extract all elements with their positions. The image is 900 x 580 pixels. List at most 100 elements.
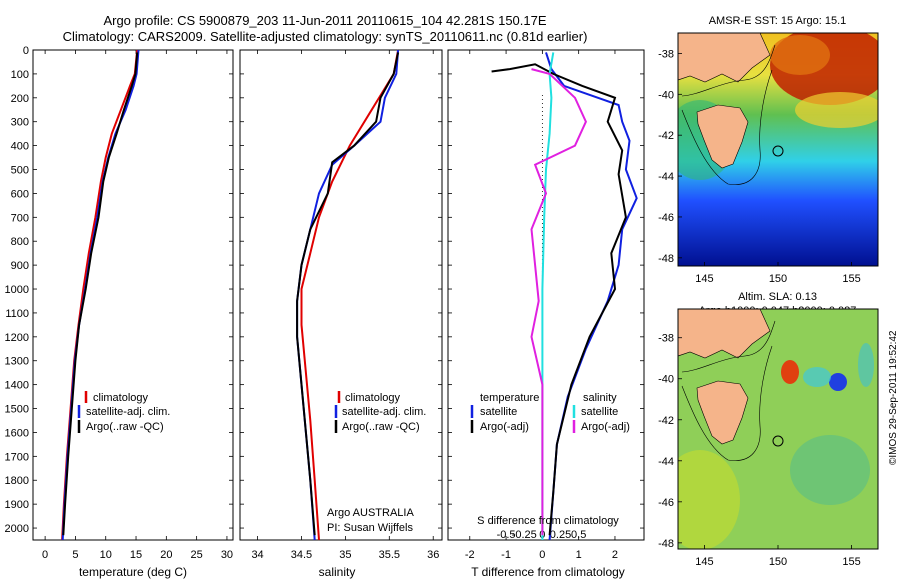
map-lat-tick-label: -48 [658, 538, 674, 550]
tasmania-land [696, 104, 749, 169]
depth-tick-label: 100 [11, 69, 29, 81]
map-lon-tick-label: 150 [769, 556, 787, 568]
float-location-marker [772, 435, 784, 447]
credit-line-2: PI: Susan Wijffels [327, 522, 413, 534]
depth-tick-label: 1000 [5, 284, 29, 296]
depth-tick-label: 1200 [5, 332, 29, 344]
map-lat-tick-label: -46 [658, 497, 674, 509]
map-lon-tick-label: 145 [695, 556, 713, 568]
x-tick-label: 25 [191, 549, 203, 561]
depth-contour [681, 44, 776, 185]
legend-label-climatology: climatology [345, 392, 401, 404]
map-lat-tick-label: -48 [658, 253, 674, 265]
legend-label-t-satellite: satellite [480, 406, 517, 418]
legend-label-argo: Argo(..raw -QC) [86, 421, 164, 433]
s-difference-tick-label: 0.5 [571, 529, 586, 541]
series-line-argo-raw-qc- [62, 52, 139, 536]
temperature-panel-frame [32, 49, 234, 541]
difference-panel-frame [447, 49, 645, 541]
sla-cyan-edge [858, 343, 874, 387]
s-difference-tick-label: -0.25 [512, 529, 537, 541]
map-lat-tick-label: -44 [658, 456, 674, 468]
depth-tick-label: 0 [23, 45, 29, 57]
sla-high-anomaly [781, 360, 799, 384]
series-line-satellite-adj-clim- [296, 49, 400, 541]
depth-tick-label: 800 [11, 236, 29, 248]
x-tick-label: 0 [42, 549, 48, 561]
depth-tick-label: 1700 [5, 451, 29, 463]
depth-axis: 0 100 200 300 400 500 600 700 800 900 1000 1100 1200… [5, 45, 644, 535]
x-tick-label: 1 [576, 549, 582, 561]
difference-plot: -2 -1 0 1 2-0.5-0.25 0 0.25 0.5 [465, 50, 638, 561]
s-difference-xlabel: S difference from climatology [477, 515, 619, 527]
map-lat-tick-label: -42 [658, 130, 674, 142]
depth-tick-label: 700 [11, 212, 29, 224]
x-tick-label: -1 [501, 549, 511, 561]
depth-tick-label: 1100 [5, 308, 29, 320]
temperature-xlabel: temperature (deg C) [79, 565, 187, 579]
x-tick-label: 36 [427, 549, 439, 561]
s-difference-tick-label: 0.25 [550, 529, 571, 541]
sla-yellow-patch [678, 450, 740, 549]
depth-tick-label: 1600 [5, 427, 29, 439]
map-lat-tick-label: -38 [658, 48, 674, 60]
s-difference-tick-label: -0.5 [497, 529, 516, 541]
map-lon-tick-label: 145 [695, 273, 713, 285]
depth-tick-label: 900 [11, 260, 29, 272]
map-lat-tick-label: -40 [658, 374, 674, 386]
depth-tick-label: 1800 [5, 475, 29, 487]
title-line-2: Climatology: CARS2009. Satellite-adjuste… [62, 29, 588, 44]
depth-tick-label: 2000 [5, 523, 29, 535]
series-line-satellite-adj-clim- [61, 49, 140, 541]
x-tick-label: 34 [251, 549, 263, 561]
map-lat-tick-label: -44 [658, 171, 674, 183]
t-difference-xlabel: T difference from climatology [471, 565, 625, 579]
tasmania-land [696, 380, 749, 445]
depth-contour [681, 320, 776, 461]
map-lon-tick-label: 150 [769, 273, 787, 285]
x-tick-label: 2 [612, 549, 618, 561]
sla-map [677, 308, 879, 550]
legend-label-argo: Argo(..raw -QC) [342, 421, 420, 433]
x-tick-label: 34.5 [291, 549, 312, 561]
series-line-climatology [61, 49, 139, 541]
sla-low-anomaly [829, 373, 847, 391]
depth-tick-label: 300 [11, 117, 29, 129]
legend-label-s-argo: Argo(-adj) [581, 421, 630, 433]
x-tick-label: 5 [72, 549, 78, 561]
depth-tick-label: 200 [11, 93, 29, 105]
title-line-1: Argo profile: CS 5900879_203 11-Jun-2011… [103, 13, 547, 28]
depth-tick-label: 1500 [5, 404, 29, 416]
salinity-legend: climatology satellite-adj. clim. Argo(..… [334, 391, 426, 433]
x-tick-label: 15 [130, 549, 142, 561]
x-tick-label: 20 [160, 549, 172, 561]
series-line-satellite [545, 52, 638, 541]
warm-patch [770, 35, 830, 75]
depth-tick-label: 1900 [5, 499, 29, 511]
sla-map-title-1: Altim. SLA: 0.13 [738, 291, 817, 303]
legend-label-climatology: climatology [93, 392, 149, 404]
x-tick-label: 35 [339, 549, 351, 561]
legend-label-t-argo: Argo(-adj) [480, 421, 529, 433]
sst-map [677, 32, 879, 267]
map-lat-tick-label: -40 [658, 89, 674, 101]
map-lat-tick-label: -46 [658, 212, 674, 224]
map-lon-tick-label: 155 [842, 556, 860, 568]
legend-label-satellite-adj: satellite-adj. clim. [342, 406, 426, 418]
x-tick-label: 0 [539, 549, 545, 561]
legend-title-temperature: temperature [480, 392, 539, 404]
depth-tick-label: 1400 [5, 380, 29, 392]
mainland-land [678, 309, 771, 359]
mainland-land [678, 33, 771, 83]
legend-label-s-satellite: satellite [581, 406, 618, 418]
salinity-xlabel: salinity [319, 565, 356, 579]
map-lat-tick-label: -42 [658, 415, 674, 427]
salinity-plot: 34 34.5 35 35.5 36 [251, 49, 439, 561]
sla-cyan-patch [803, 367, 831, 387]
series-line-argo-adj- [530, 68, 587, 536]
map-lat-tick-label: -38 [658, 333, 674, 345]
temperature-plot: 0 5 10 15 20 25 30 [42, 49, 233, 561]
x-tick-label: 35.5 [379, 549, 400, 561]
temperature-legend: climatology satellite-adj. clim. Argo(..… [77, 391, 170, 433]
